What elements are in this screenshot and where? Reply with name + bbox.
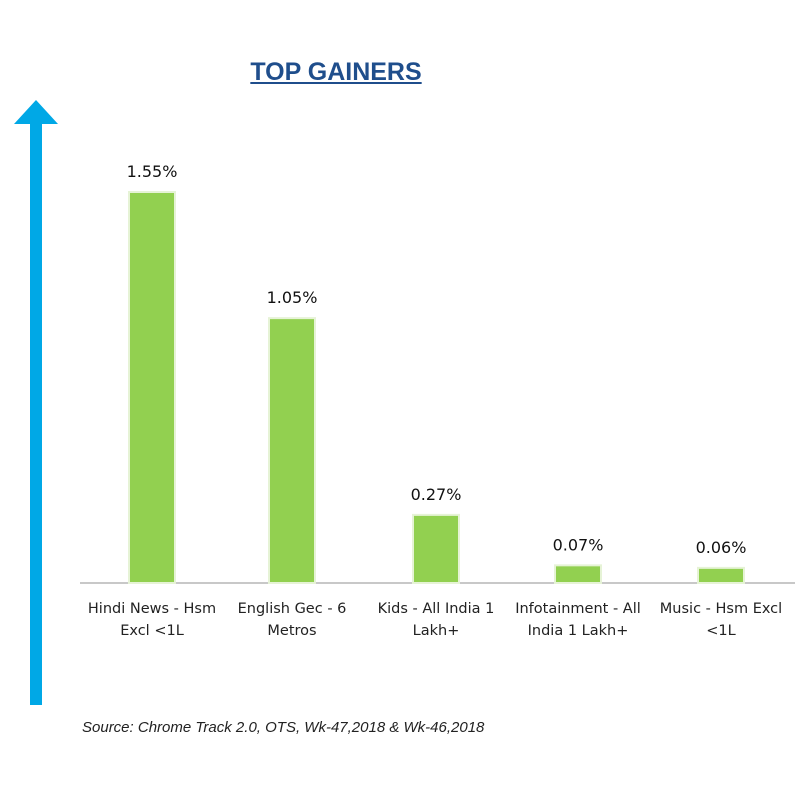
category-label-3-line-1: Kids - All India 1 [378,601,495,617]
source-note: Source: Chrome Track 2.0, OTS, Wk-47,201… [82,719,485,736]
up-arrow [14,100,58,705]
value-label-4: 0.07% [553,535,604,554]
category-label-2-line-1: English Gec - 6 [238,601,347,617]
value-label-5: 0.06% [696,538,747,557]
category-label-4-line-1: Infotainment - All [515,601,641,617]
value-label-2: 1.05% [267,288,318,307]
category-label-4-line-2: India 1 Lakh+ [528,623,629,639]
bar-4 [554,564,602,584]
bar-1 [128,191,176,584]
value-label-1: 1.55% [127,162,178,181]
value-label-3: 0.27% [411,485,462,504]
category-label-3-line-2: Lakh+ [413,623,460,639]
category-label-1-line-2: Excl <1L [120,623,184,639]
bar-5 [697,566,745,584]
bar-2 [268,317,316,584]
chart-title: TOP GAINERS [250,58,422,86]
category-label-5-line-1: Music - Hsm Excl [660,601,782,617]
category-label-2-line-2: Metros [267,623,316,639]
category-label-5-line-2: <1L [706,623,735,639]
category-label-1-line-1: Hindi News - Hsm [88,601,216,617]
bar-3 [412,513,460,584]
